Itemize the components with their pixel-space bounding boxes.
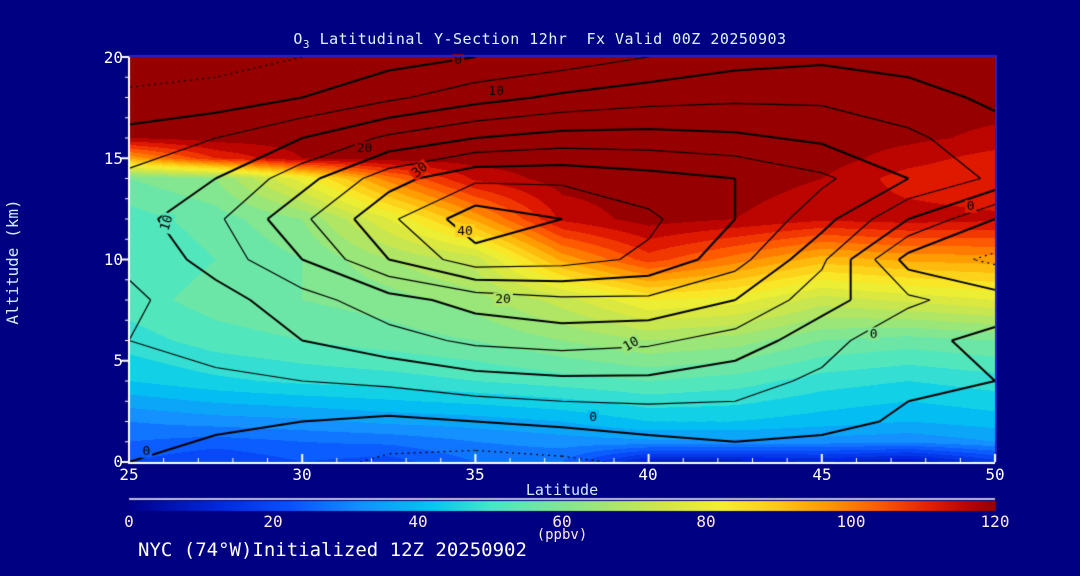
x-tick-50: 50 [985, 465, 1005, 484]
x-tick-30: 30 [292, 465, 312, 484]
y-tick-10: 10 [103, 250, 123, 269]
y-tick-15: 15 [103, 149, 123, 168]
colorbar-tick-60: 60 [552, 512, 572, 531]
colorbar-tick-120: 120 [980, 512, 1010, 531]
x-tick-35: 35 [465, 465, 485, 484]
y-tick-5: 5 [113, 351, 123, 370]
title-prefix: O [293, 30, 303, 48]
title-rest: Latitudinal Y-Section 12hr Fx Valid 00Z … [310, 30, 787, 48]
colorbar-tick-80: 80 [696, 512, 716, 531]
colorbar-tick-0: 0 [124, 512, 134, 531]
x-axis-label: Latitude [525, 481, 599, 499]
colorbar-tick-40: 40 [408, 512, 428, 531]
y-axis-label: Altitude (km) [3, 199, 22, 325]
footer-run-info: NYC (74°W)Initialized 12Z 20250902 [138, 539, 527, 561]
x-tick-40: 40 [638, 465, 658, 484]
colorbar-unit-label: (ppbv) [536, 527, 588, 543]
y-tick-20: 20 [103, 48, 123, 67]
colorbar-tick-20: 20 [263, 512, 283, 531]
plot-title: O3 Latitudinal Y-Section 12hr Fx Valid 0… [0, 31, 1080, 51]
colorbar-tick-100: 100 [836, 512, 866, 531]
y-tick-0: 0 [113, 452, 123, 471]
x-tick-25: 25 [119, 465, 139, 484]
title-subscript: 3 [302, 38, 311, 51]
x-tick-45: 45 [812, 465, 832, 484]
